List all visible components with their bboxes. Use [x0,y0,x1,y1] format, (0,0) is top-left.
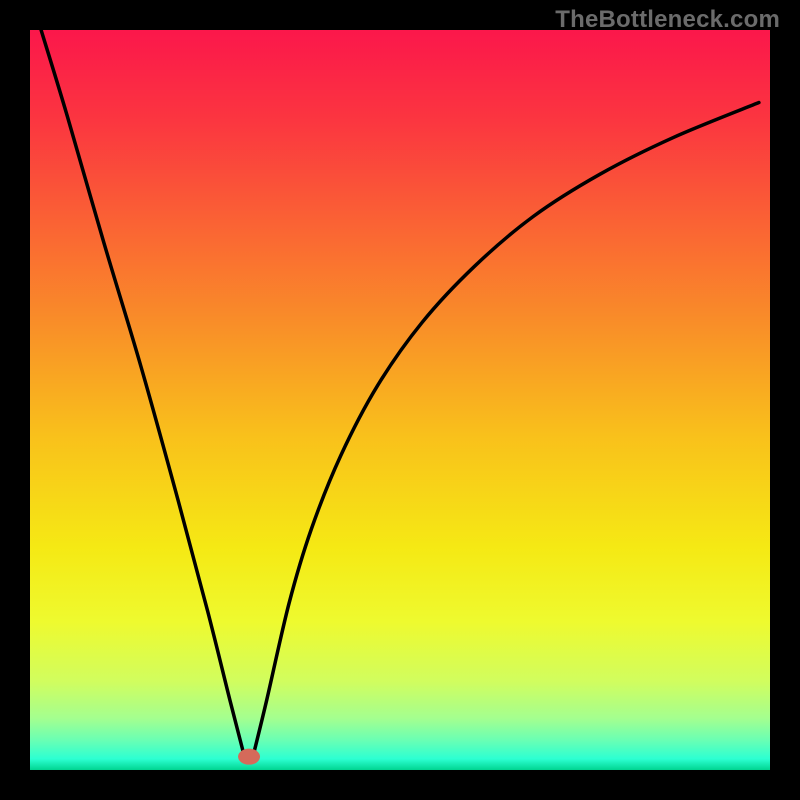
chart-container: TheBottleneck.com [0,0,800,800]
bottleneck-chart [0,0,800,800]
watermark-text: TheBottleneck.com [555,6,780,34]
optimum-marker [238,749,260,765]
